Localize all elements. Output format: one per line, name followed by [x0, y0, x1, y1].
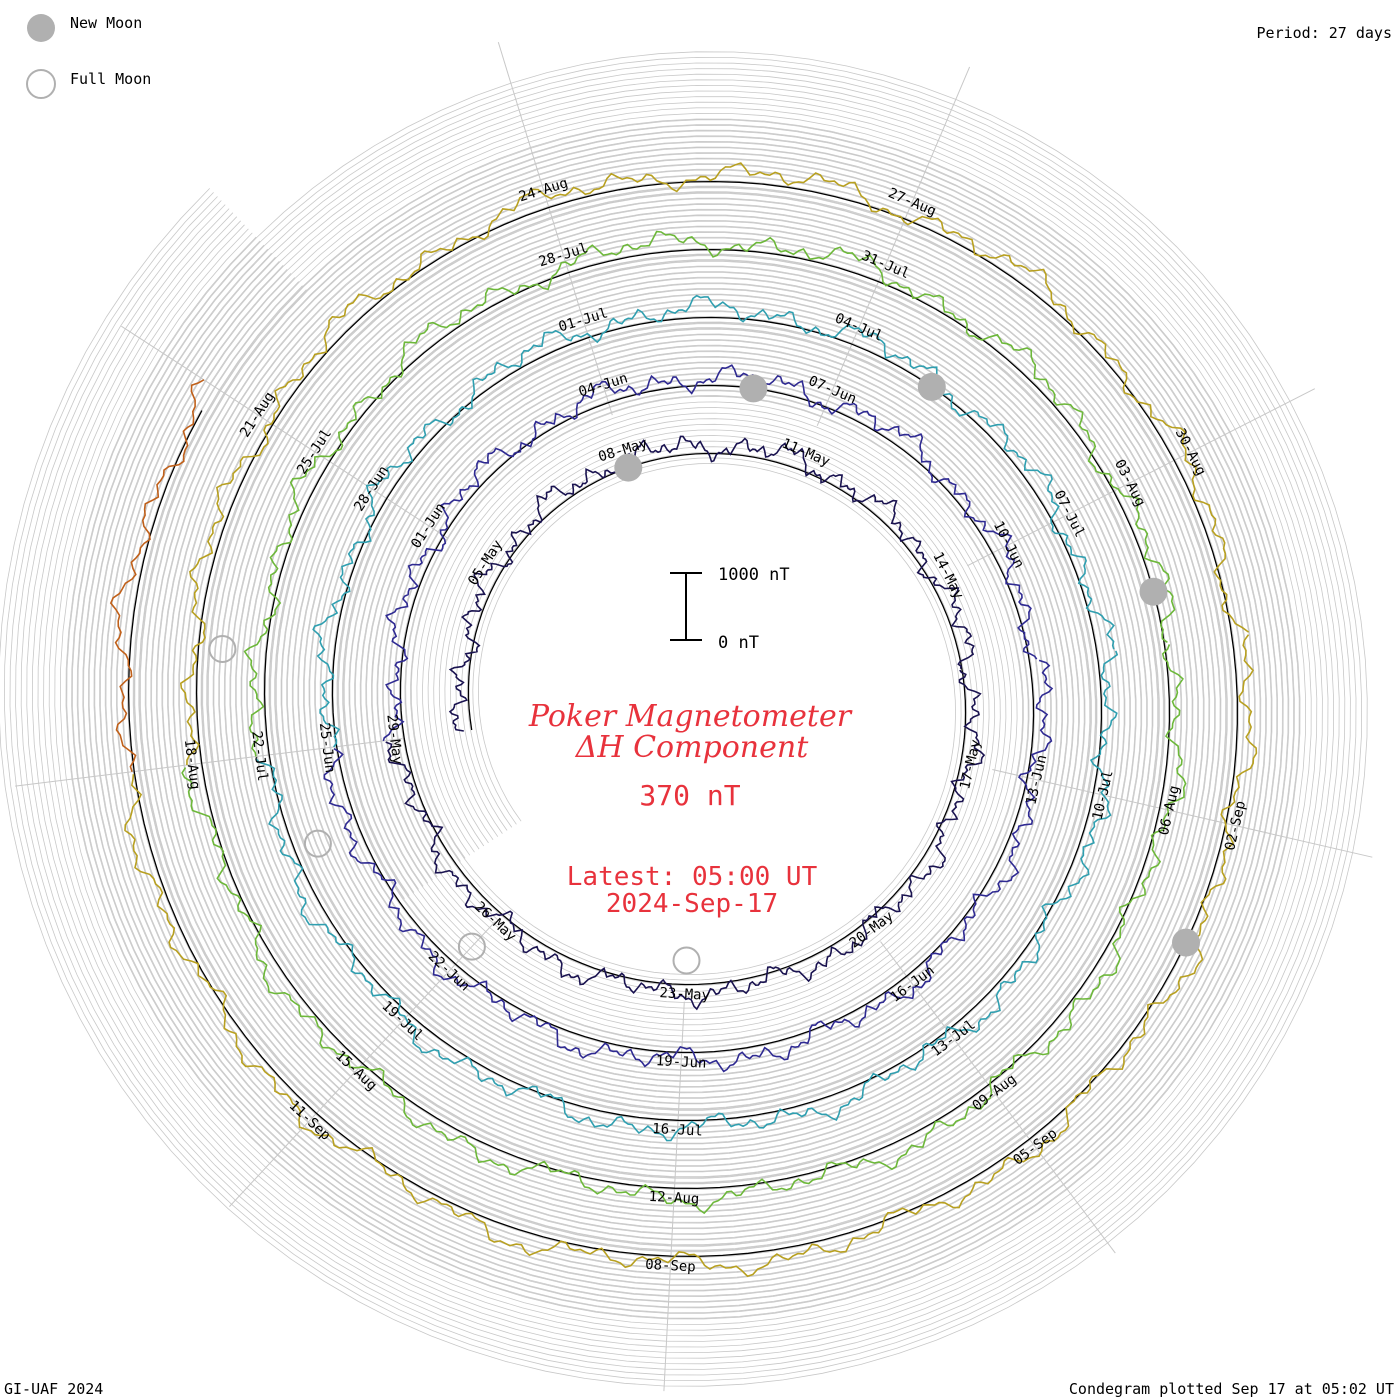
- date-label: 25-Jun: [316, 722, 338, 774]
- current-value: 370 nT: [639, 779, 740, 812]
- scale-bar-top-label: 1000 nT: [718, 565, 790, 585]
- new-moon-marker: [1172, 928, 1200, 957]
- grid-spiral: [127, 180, 1239, 1258]
- grid-spiral: [3, 56, 1363, 1382]
- date-label: 26-May: [471, 899, 519, 945]
- grid-spiral: [26, 79, 1340, 1359]
- date-label: 08-Sep: [645, 1257, 696, 1276]
- footer-credit: GI-UAF 2024: [4, 1380, 103, 1398]
- series-trace-segment: [312, 294, 1115, 748]
- date-label: 23-May: [659, 985, 710, 1004]
- grid-spiral: [138, 191, 1228, 1247]
- grid-spiral: [87, 140, 1279, 1298]
- series-layer: [109, 162, 1258, 1278]
- scale-bar-bottom-label: 0 nT: [718, 633, 759, 653]
- grid-spiral: [110, 163, 1256, 1275]
- legend: New Moon Full Moon: [26, 14, 151, 99]
- series-trace-segment: [448, 435, 975, 732]
- grid-spiral: [104, 157, 1262, 1281]
- series-trace-segment: [181, 644, 1187, 1215]
- moon-layer: [208, 372, 1200, 975]
- baseline-spiral: [127, 180, 1238, 1258]
- grid-spoke: [816, 66, 971, 426]
- grid-spiral: [76, 129, 1290, 1309]
- date-label: 19-Jul: [378, 998, 426, 1044]
- date-label: 29-May: [383, 713, 405, 765]
- grid-spiral: [9, 62, 1357, 1376]
- chart-subtitle: ΔH Component: [575, 730, 809, 765]
- baseline-layer: [127, 180, 1238, 1258]
- series-trace-segment: [382, 364, 1038, 742]
- grid-spiral: [37, 90, 1329, 1348]
- grid-spoke: [15, 738, 403, 787]
- new-moon-marker: [614, 453, 643, 482]
- full-moon-marker: [672, 946, 701, 975]
- spokes-layer: [15, 41, 1373, 1392]
- series-trace-segment: [385, 669, 986, 1011]
- date-label: 20-May: [847, 908, 897, 951]
- series-trace-segment: [124, 634, 1258, 1278]
- new-moon-legend-label: New Moon: [70, 14, 142, 32]
- new-moon-marker: [917, 372, 946, 401]
- grid-spoke: [992, 769, 1373, 858]
- latest-time: Latest: 05:00 UT: [567, 862, 818, 892]
- grid-spiral: [93, 146, 1273, 1292]
- date-label: 18-Aug: [181, 738, 203, 790]
- series-trace-segment: [179, 162, 1250, 766]
- new-moon-marker: [1139, 577, 1168, 606]
- grid-spoke: [967, 388, 1316, 567]
- period-label: Period: 27 days: [1257, 24, 1392, 42]
- grid-spiral: [0, 51, 1368, 1387]
- grid-spoke: [121, 325, 449, 540]
- grid-spiral: [31, 84, 1335, 1354]
- grid-spiral: [121, 174, 1245, 1264]
- full-moon-legend-icon: [26, 69, 56, 99]
- full-moon-marker: [208, 635, 237, 663]
- new-moon-marker: [739, 374, 768, 403]
- grid-spiral: [65, 118, 1301, 1320]
- full-moon-marker: [303, 829, 332, 858]
- grid-spiral: [71, 124, 1295, 1314]
- date-label: 16-Jul: [652, 1121, 703, 1140]
- center-title-block: Poker Magnetometer ΔH Component 370 nT L…: [528, 699, 853, 919]
- grid-spiral: [82, 135, 1284, 1303]
- footer-plotted: Condegram plotted Sep 17 at 05:02 UT: [1069, 1380, 1394, 1398]
- new-moon-legend-icon: [27, 14, 55, 42]
- full-moon-legend-label: Full Moon: [70, 70, 151, 88]
- grid-spiral: [43, 96, 1323, 1342]
- date-label: 11-Sep: [286, 1098, 334, 1144]
- scale-bar: 1000 nT 0 nT: [670, 565, 790, 653]
- date-label: 19-Jun: [655, 1053, 706, 1072]
- series-trace-segment: [255, 650, 1119, 1142]
- grid-layer: [0, 51, 1368, 1387]
- grid-spiral: [99, 152, 1267, 1286]
- series-trace-segment: [323, 659, 1054, 1073]
- latest-date: 2024-Sep-17: [606, 889, 778, 919]
- date-label: 12-Aug: [648, 1189, 699, 1208]
- grid-spiral: [115, 168, 1251, 1270]
- date-label: 22-Jul: [248, 730, 270, 782]
- full-moon-marker: [457, 932, 486, 961]
- series-trace-segment: [109, 379, 205, 772]
- grid-spiral: [132, 185, 1234, 1253]
- grid-spiral: [20, 73, 1346, 1365]
- grid-spoke: [880, 941, 1116, 1254]
- chart-title: Poker Magnetometer: [528, 699, 853, 734]
- series-trace-segment: [243, 230, 1176, 757]
- grid-spiral: [15, 68, 1351, 1370]
- grid-spiral: [54, 107, 1312, 1331]
- grid-spoke: [497, 41, 613, 416]
- date-label: 05-May: [465, 537, 506, 588]
- grid-spoke: [663, 1001, 685, 1392]
